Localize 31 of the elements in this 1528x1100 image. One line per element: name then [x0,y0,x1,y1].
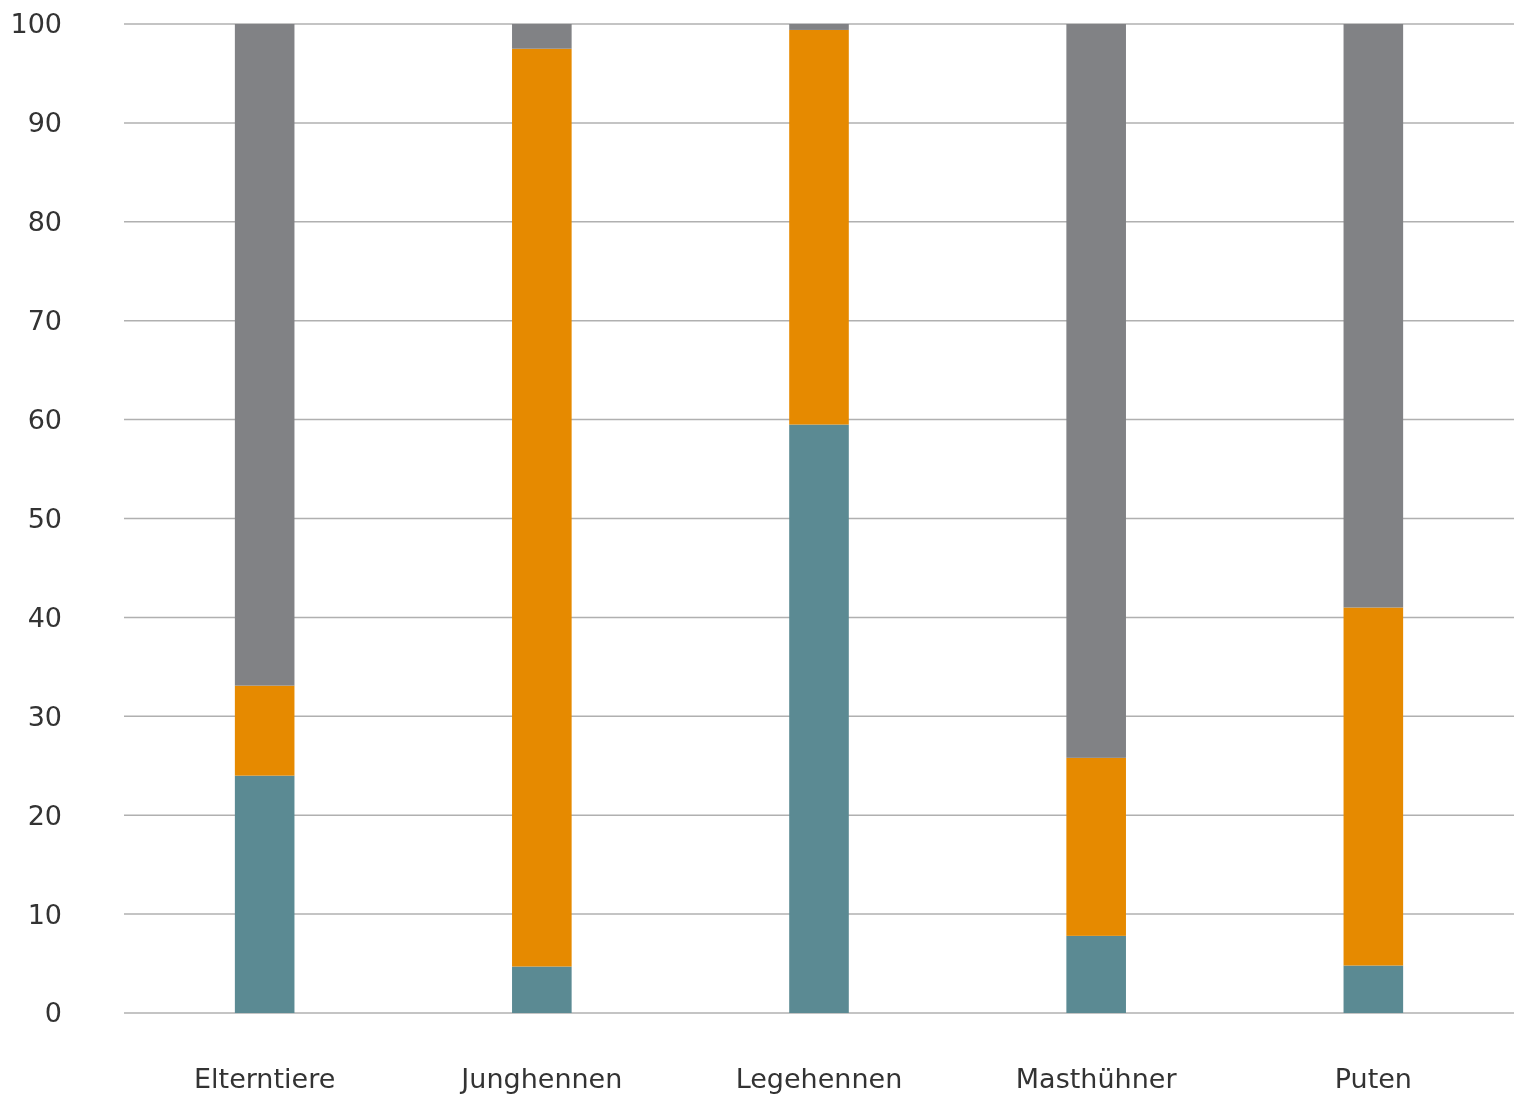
y-tick-label: 10 [27,898,62,930]
bar [789,24,849,30]
bar [1066,757,1126,936]
y-tick-label: 0 [44,997,62,1029]
y-tick-label: 20 [27,799,62,831]
x-tick-label: Puten [1334,1063,1412,1094]
x-tick-label: Legehennen [735,1063,903,1094]
bar [512,966,572,1013]
bar [1343,607,1404,966]
bar [512,48,572,967]
bar [1066,935,1126,1013]
bar [1066,24,1126,758]
y-tick-label: 80 [27,206,62,238]
y-tick-label: 70 [27,305,62,337]
bar [1343,965,1404,1013]
y-tick-label: 30 [27,700,62,732]
y-tick-label: 90 [27,107,62,139]
x-tick-label: Junghennen [459,1063,623,1094]
x-tick-label: Elterntiere [194,1063,336,1094]
x-tick-label: Masthühner [1015,1063,1178,1094]
bar [789,29,849,425]
bar [234,24,295,686]
y-tick-label: 100 [10,8,62,40]
bar [1343,24,1404,608]
y-tick-label: 60 [27,404,62,436]
y-tick-label: 40 [27,601,62,633]
bar [789,424,849,1013]
bar [512,24,572,49]
bar [234,775,295,1013]
bar [234,685,295,776]
y-tick-label: 50 [27,502,62,534]
